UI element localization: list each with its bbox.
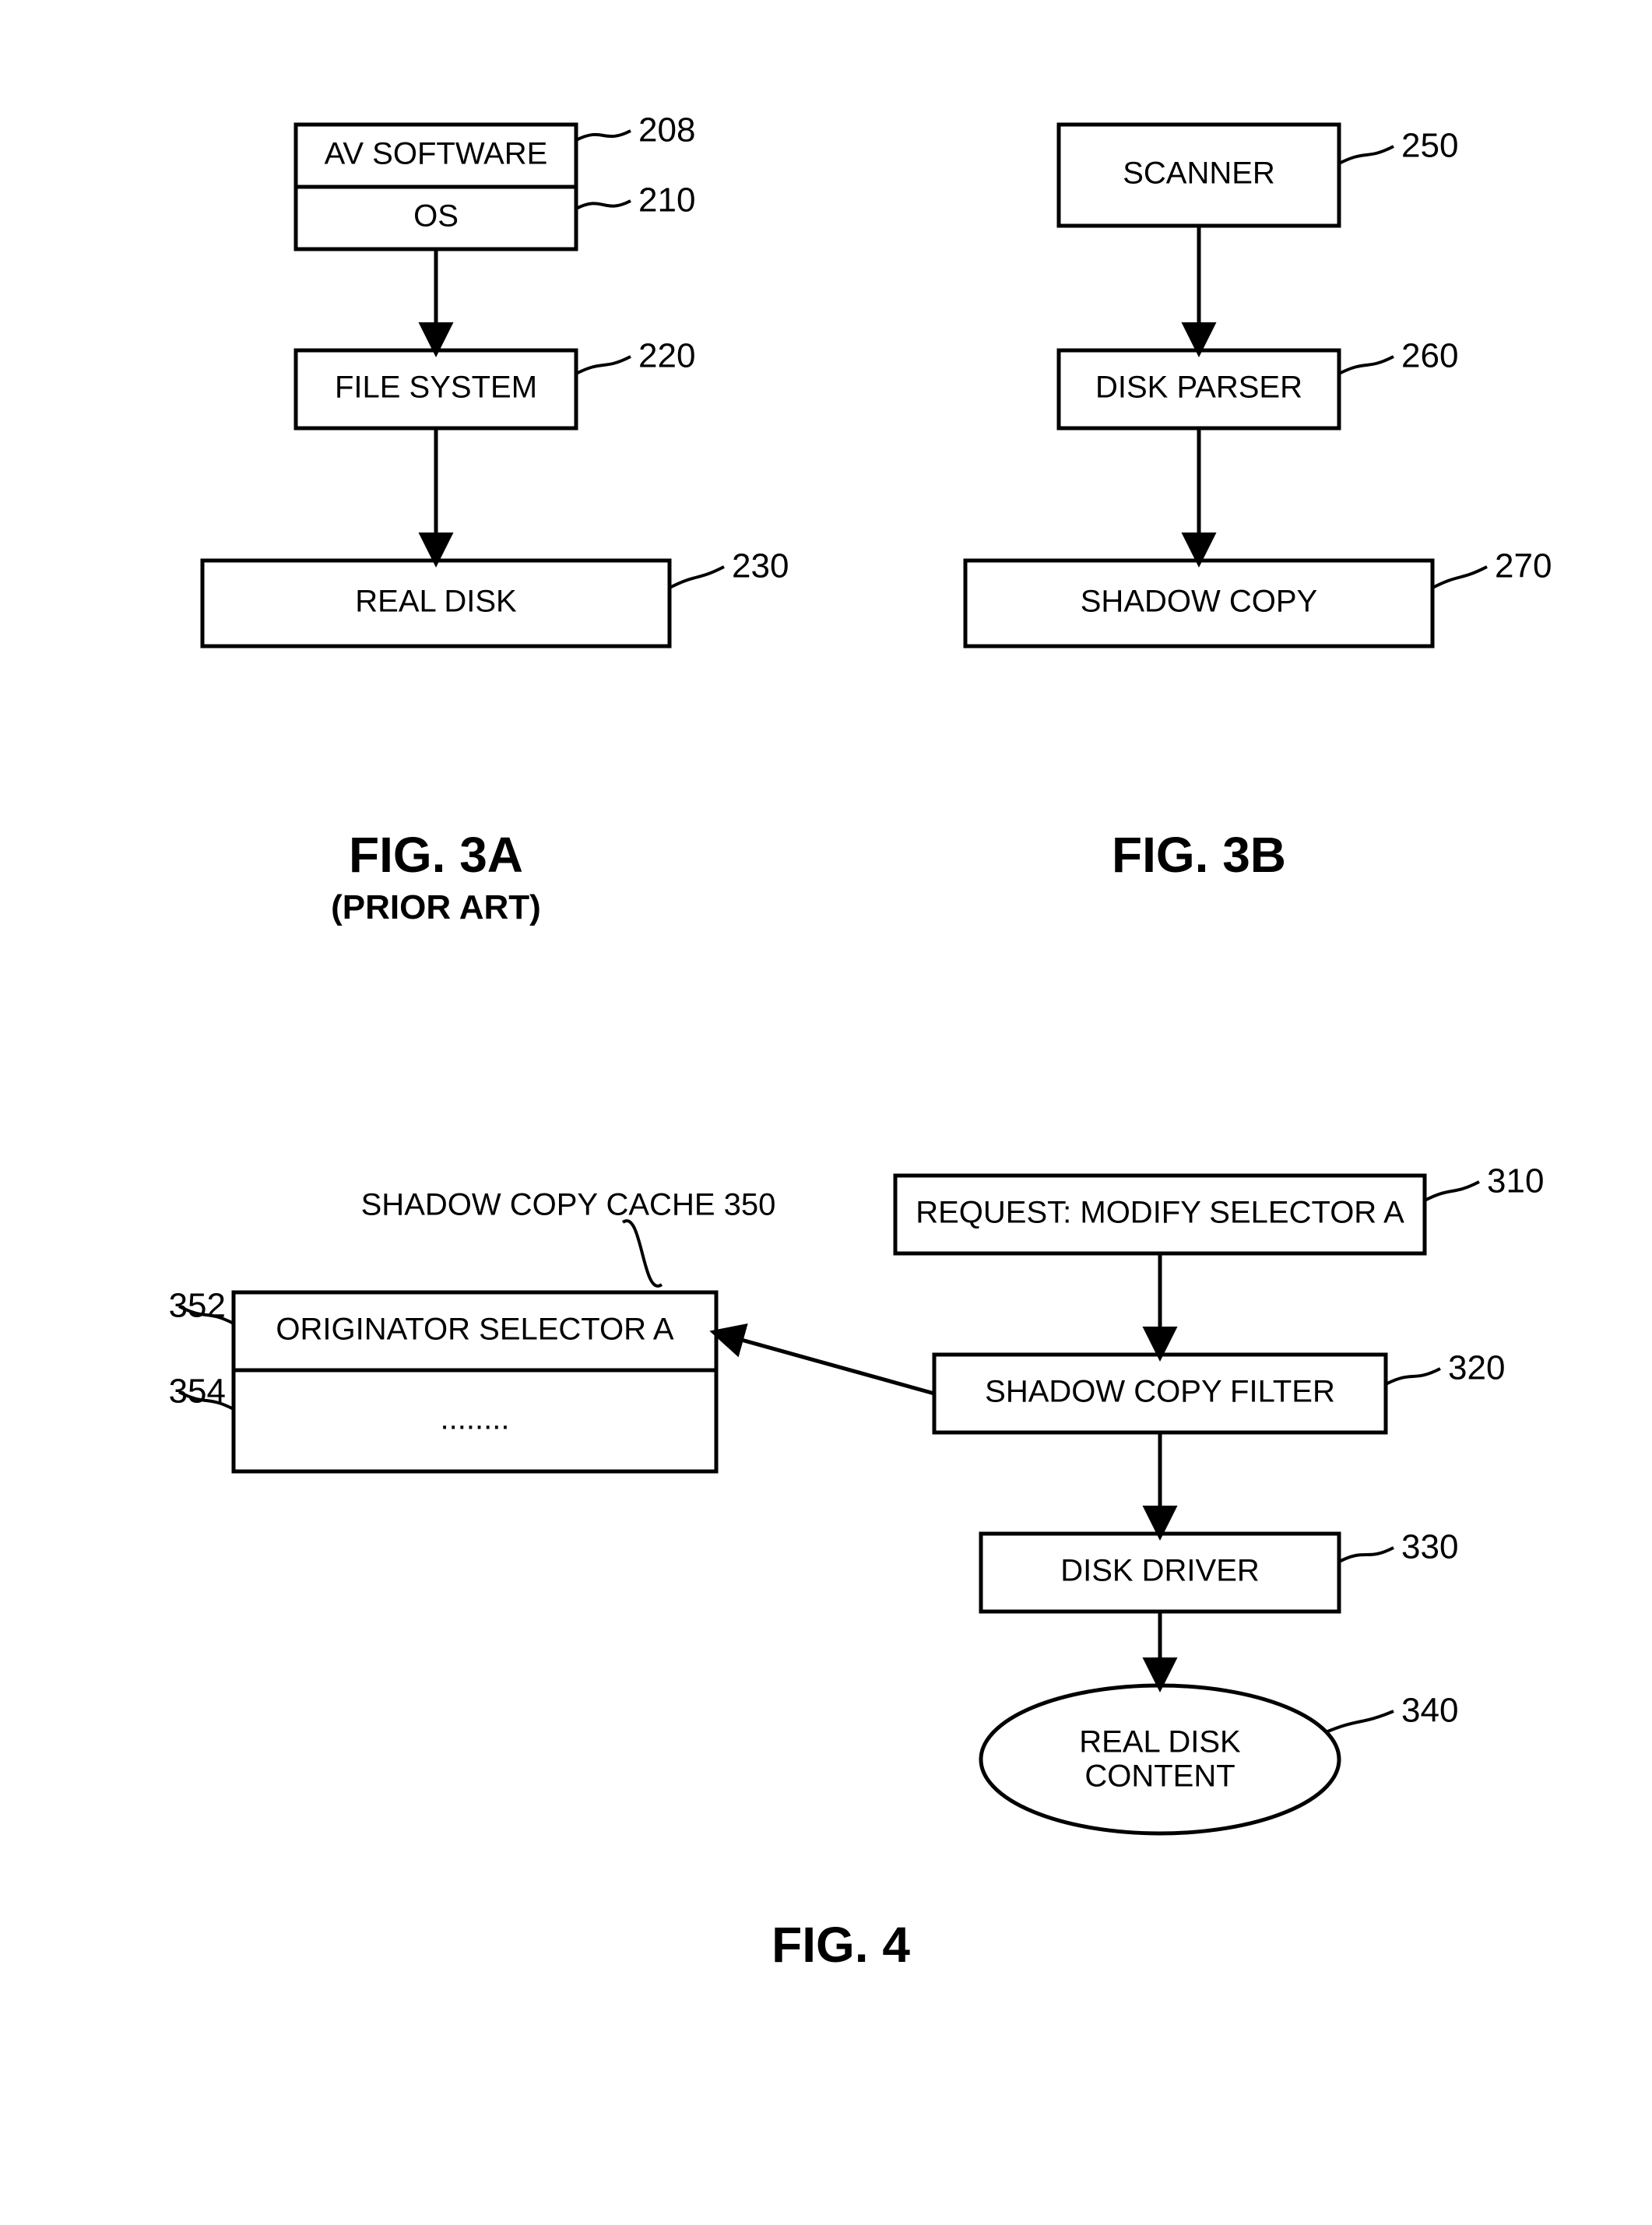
fig3a-subtitle: (PRIOR ART)	[331, 888, 541, 926]
fig4-title: FIG. 4	[772, 1917, 910, 1973]
fig3a-file-system-leader	[576, 357, 631, 374]
fig4-cache-more-label: ........	[441, 1402, 510, 1436]
fig3b-disk-parser-label: DISK PARSER	[1095, 371, 1302, 405]
fig4-disk-driver-ref: 330	[1401, 1528, 1458, 1566]
fig3b-shadow-copy-ref: 270	[1495, 547, 1552, 585]
fig4-arrow-to-cache	[716, 1333, 934, 1394]
fig3a-file-system-ref: 220	[638, 337, 695, 375]
fig4-real-disk-content-ref: 340	[1401, 1692, 1458, 1730]
fig4-request-leader	[1425, 1182, 1479, 1200]
fig3a-file-system-label: FILE SYSTEM	[335, 371, 537, 405]
fig3a-av-software-label: AV SOFTWARE	[325, 137, 548, 171]
fig4-real-disk-content-label2: CONTENT	[1084, 1759, 1235, 1794]
fig4-originator-selector-ref: 352	[169, 1287, 226, 1325]
fig3b-shadow-copy-label: SHADOW COPY	[1081, 585, 1317, 619]
fig4-disk-driver-label: DISK DRIVER	[1060, 1554, 1260, 1588]
fig4-shadow-copy-filter-leader	[1386, 1369, 1440, 1384]
fig3a-real-disk-leader	[670, 567, 724, 588]
fig3a-os-label: OS	[413, 199, 459, 234]
fig4-shadow-copy-filter-label: SHADOW COPY FILTER	[985, 1375, 1335, 1409]
fig4-disk-driver-leader	[1339, 1548, 1394, 1562]
fig3a-os-ref: 210	[638, 181, 695, 220]
fig3a-av-software-ref: 208	[638, 111, 695, 149]
fig3b-scanner-label: SCANNER	[1123, 156, 1275, 191]
fig3b-scanner-ref: 250	[1401, 127, 1458, 165]
fig3a-real-disk-label: REAL DISK	[355, 585, 517, 619]
fig4-shadow-copy-filter-ref: 320	[1448, 1349, 1505, 1387]
fig4-cache-label: SHADOW COPY CACHE 350	[361, 1188, 776, 1222]
fig3a-av-software-leader	[576, 131, 631, 140]
fig4-real-disk-content-label1: REAL DISK	[1079, 1725, 1241, 1759]
fig3b-title: FIG. 3B	[1112, 827, 1286, 883]
fig3b-shadow-copy-leader	[1432, 567, 1487, 588]
fig3a-title: FIG. 3A	[349, 827, 523, 883]
fig4-originator-selector-label: ORIGINATOR SELECTOR A	[276, 1313, 674, 1347]
fig3b-scanner-leader	[1339, 146, 1394, 163]
fig4-cache-more-ref: 354	[169, 1373, 226, 1411]
fig3a-real-disk-ref: 230	[732, 547, 789, 585]
fig4-cache-leader	[623, 1221, 662, 1286]
fig3b-disk-parser-leader	[1339, 357, 1394, 374]
fig4-request-label: REQUEST: MODIFY SELECTOR A	[916, 1196, 1404, 1230]
fig4-request-ref: 310	[1487, 1162, 1544, 1200]
fig3a-os-leader	[576, 201, 631, 209]
fig3b-disk-parser-ref: 260	[1401, 337, 1458, 375]
fig4-real-disk-content-leader	[1326, 1711, 1394, 1732]
